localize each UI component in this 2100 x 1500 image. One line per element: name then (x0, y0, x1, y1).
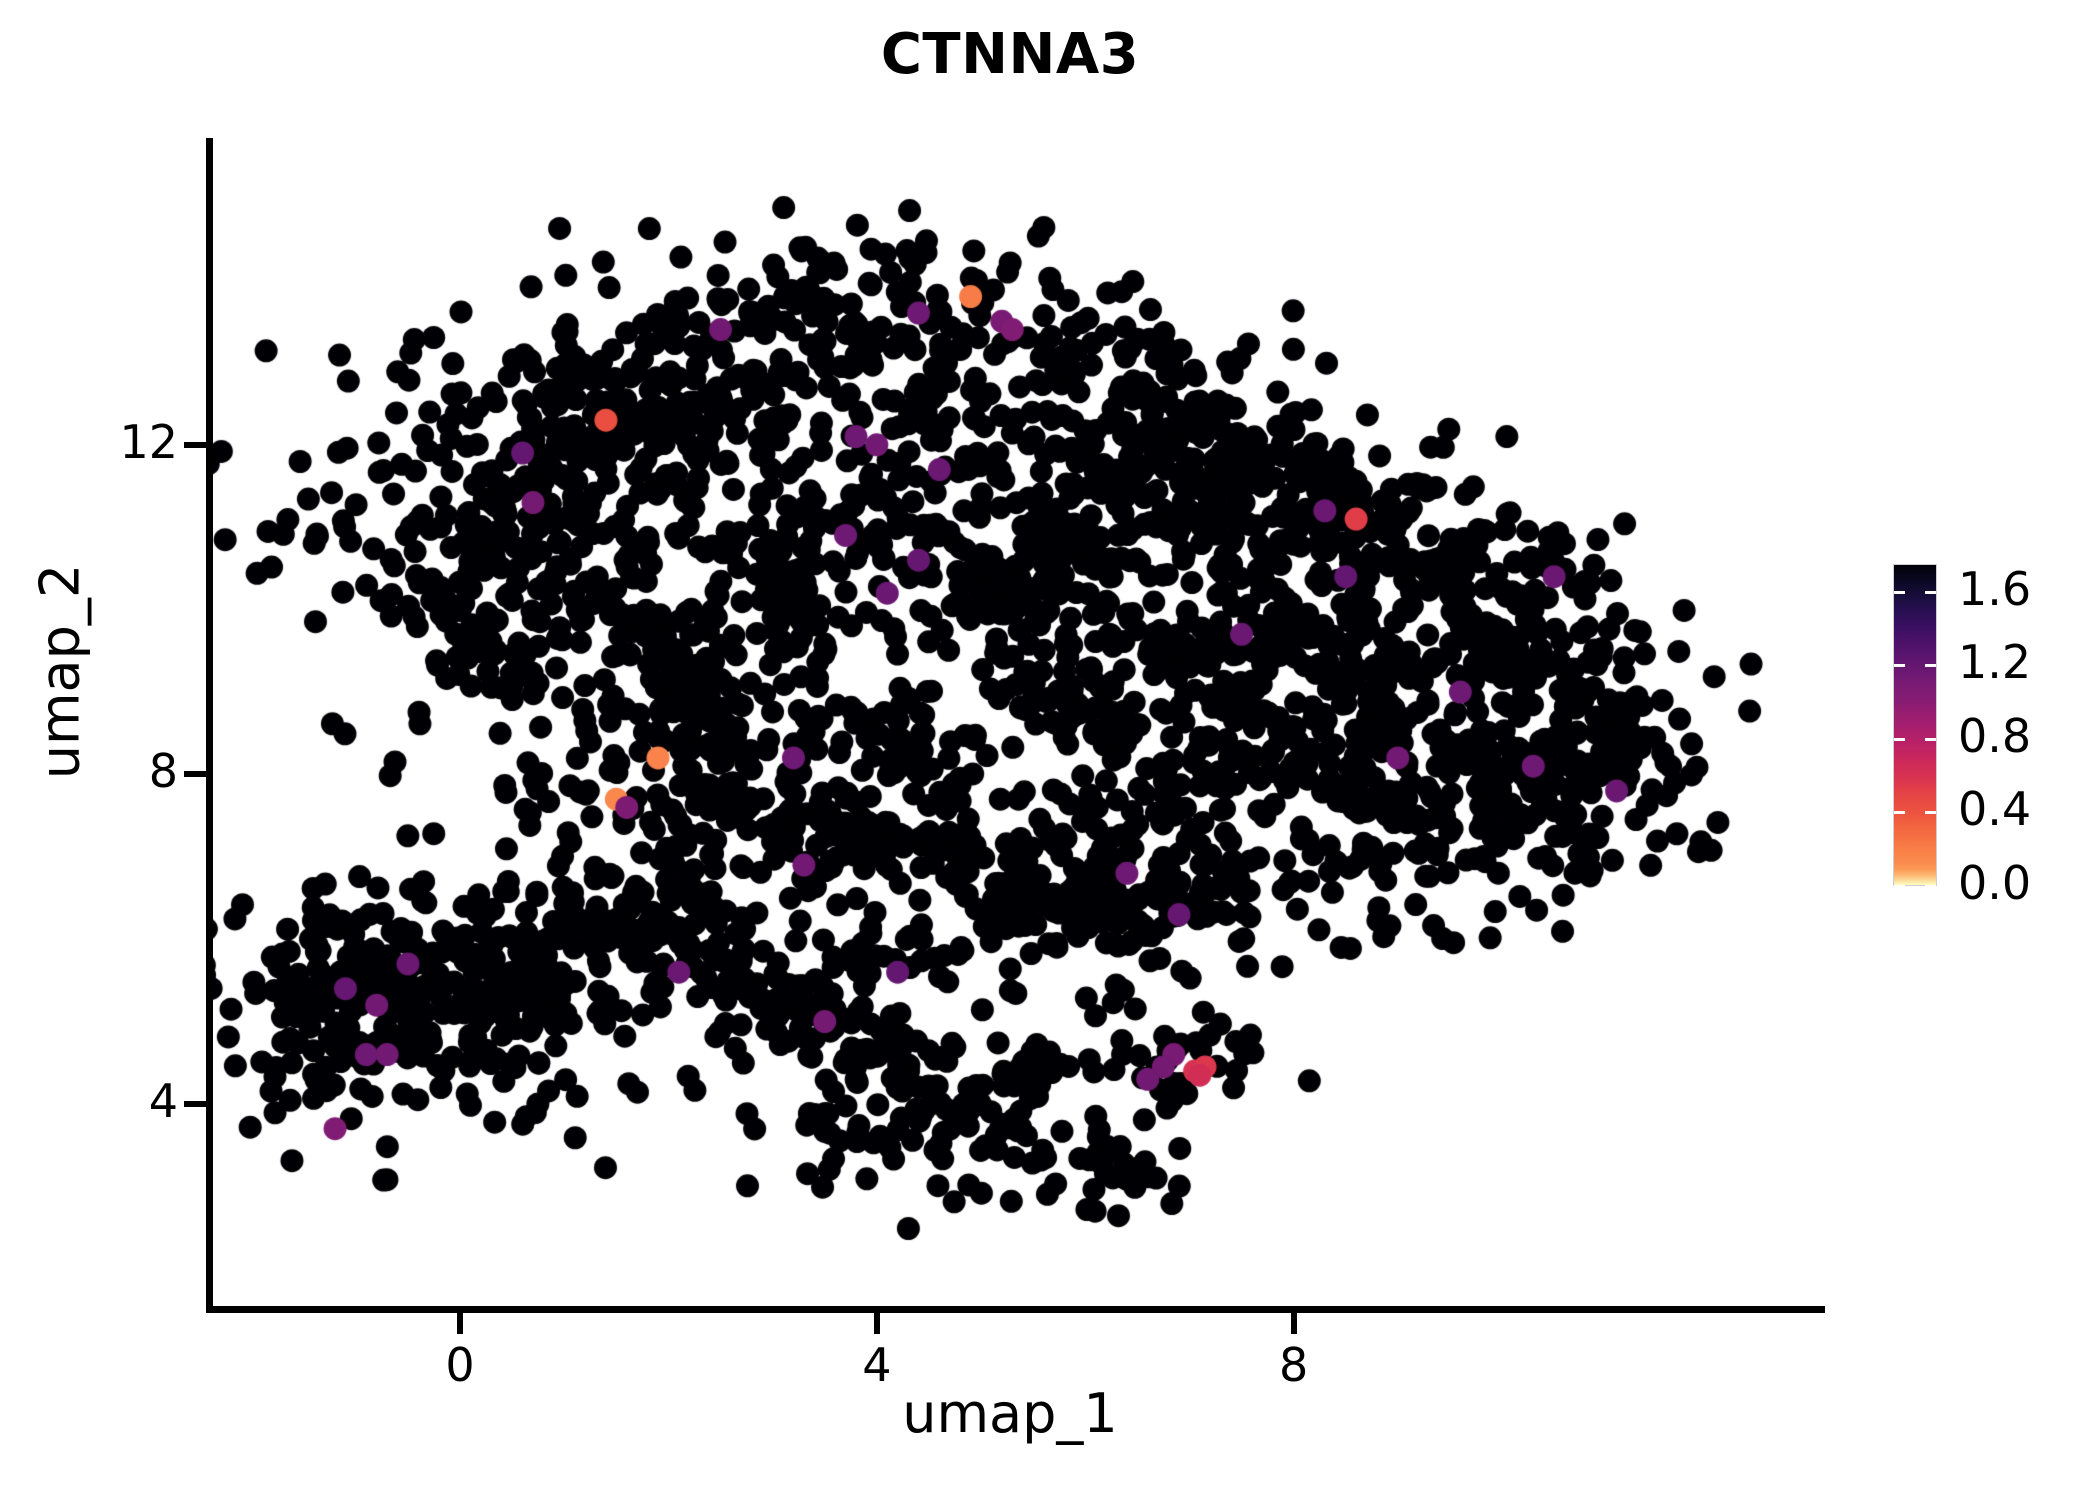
colorbar-tick-mark (1925, 737, 1936, 741)
x-axis-label: umap_1 (902, 1382, 1118, 1445)
y-tick-mark (184, 771, 206, 778)
colorbar-tick-label: 0.4 (1958, 782, 2032, 837)
x-tick-mark (457, 1312, 464, 1334)
colorbar-tick-mark (1925, 590, 1936, 594)
colorbar-tick-mark (1925, 885, 1936, 888)
colorbar-tick-mark (1894, 664, 1905, 668)
x-tick-label: 0 (445, 1338, 475, 1392)
colorbar-tick-mark (1894, 811, 1905, 815)
scatter-points-canvas (210, 140, 1825, 1310)
x-tick-label: 8 (1278, 1338, 1309, 1392)
colorbar-tick-label: 1.2 (1958, 635, 2032, 690)
colorbar-tick-mark (1925, 664, 1936, 668)
chart-title: CTNNA3 (880, 22, 1140, 87)
y-tick-mark (184, 441, 206, 448)
scatter-plot-area (210, 140, 1825, 1310)
colorbar-tick-label: 1.6 (1958, 561, 2032, 616)
x-axis-spine (206, 1306, 1825, 1313)
y-tick-mark (184, 1101, 206, 1107)
colorbar-tick-mark (1894, 737, 1905, 741)
y-tick-label: 12 (119, 414, 178, 469)
y-axis-label: umap_2 (28, 563, 92, 780)
y-tick-label: 4 (148, 1074, 178, 1128)
x-tick-mark (1290, 1312, 1297, 1334)
colorbar-tick-mark (1894, 590, 1905, 594)
colorbar-tick-mark (1894, 885, 1905, 888)
x-tick-label: 4 (862, 1338, 892, 1392)
x-tick-mark (873, 1312, 880, 1334)
y-tick-label: 8 (148, 744, 178, 799)
colorbar (1893, 564, 1937, 886)
colorbar-tick-label: 0.0 (1958, 856, 2032, 910)
colorbar-tick-label: 0.8 (1958, 708, 2032, 763)
colorbar-tick-mark (1925, 811, 1936, 815)
y-axis-spine (206, 138, 213, 1312)
colorbar-gradient (1893, 564, 1937, 886)
